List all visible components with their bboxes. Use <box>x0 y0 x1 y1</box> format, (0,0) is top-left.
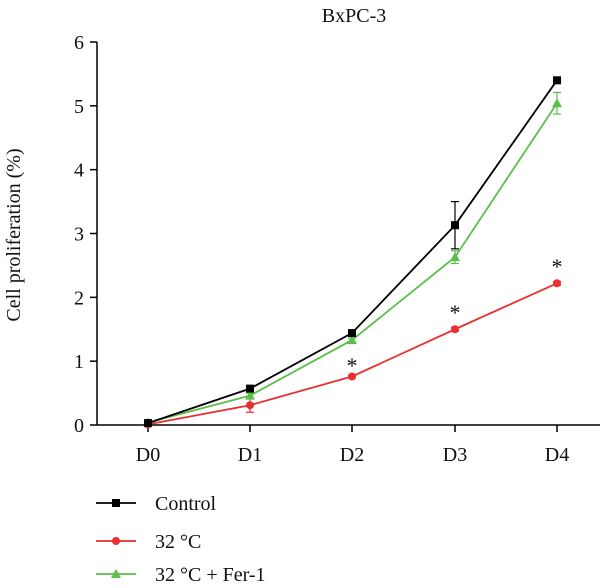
data-point <box>451 221 459 230</box>
y-tick-label: 3 <box>74 224 84 246</box>
y-tick-label: 4 <box>74 160 84 182</box>
legend-item: 32 °C + Fer-1 <box>96 564 266 586</box>
x-tick-label: D3 <box>443 444 467 466</box>
data-point <box>348 372 356 381</box>
chart-title: BxPC-3 <box>322 5 386 27</box>
y-tick-label: 1 <box>74 351 84 373</box>
data-point <box>553 279 561 288</box>
legend-item: Control <box>96 493 217 515</box>
y-tick-label: 6 <box>74 32 84 54</box>
legend-item: 32 °C <box>96 531 201 553</box>
y-ticks: 0 1 2 3 4 5 6 <box>74 32 97 437</box>
series-layer <box>143 76 562 429</box>
significance-asterisk: * <box>347 353 358 378</box>
y-tick-label: 5 <box>74 96 84 118</box>
legend: Control 32 °C 32 °C + Fer-1 <box>96 493 266 586</box>
data-point <box>246 384 254 393</box>
series-triangle <box>143 91 562 427</box>
legend-marker <box>112 537 120 545</box>
x-tick-label: D0 <box>136 444 160 466</box>
annotations: * * * <box>347 254 563 378</box>
x-tick-label: D2 <box>340 444 364 466</box>
legend-marker <box>111 569 121 578</box>
x-tick-label: D4 <box>545 444 569 466</box>
data-point <box>552 98 562 108</box>
y-tick-label: 0 <box>74 415 84 437</box>
series-square <box>144 76 561 428</box>
data-point <box>348 329 356 338</box>
data-point <box>450 252 460 262</box>
y-tick-label: 2 <box>74 287 84 309</box>
legend-marker <box>112 499 120 507</box>
data-point <box>553 76 561 85</box>
legend-label: Control <box>155 493 217 515</box>
legend-label: 32 °C + Fer-1 <box>155 564 266 586</box>
data-point <box>245 390 255 400</box>
x-ticks: D0 D1 D2 D3 D4 <box>136 425 569 466</box>
data-point <box>451 325 459 334</box>
significance-asterisk: * <box>552 254 563 279</box>
data-point <box>347 335 357 345</box>
y-axis-label: Cell proliferation (%) <box>3 148 25 321</box>
legend-label: 32 °C <box>155 531 201 553</box>
data-point <box>246 401 254 410</box>
data-point <box>144 419 152 428</box>
x-tick-label: D1 <box>238 444 262 466</box>
significance-asterisk: * <box>450 300 461 325</box>
